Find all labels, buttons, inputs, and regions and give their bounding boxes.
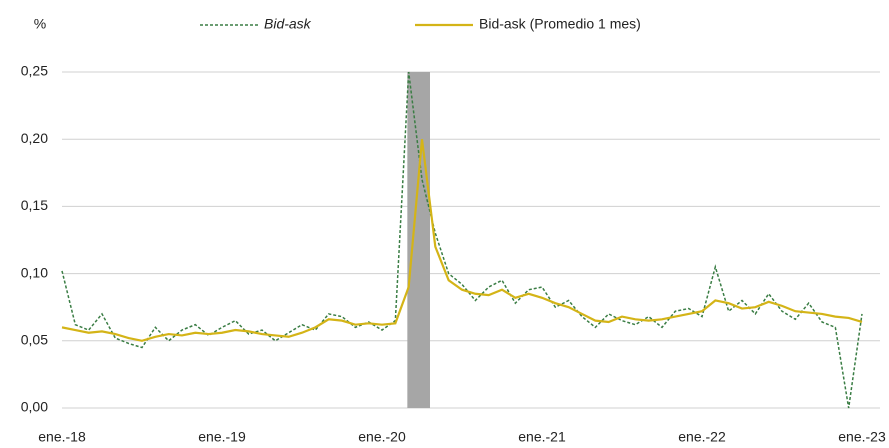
legend-label: Bid-ask (Promedio 1 mes) [479,16,641,32]
x-tick-label: ene.-18 [38,429,86,445]
y-tick-label: 0,25 [21,63,48,79]
y-tick-label: 0,10 [21,264,48,280]
y-tick-label: 0,05 [21,332,48,348]
x-tick-label: ene.-21 [518,429,566,445]
series-line [61,139,863,342]
shaded-period [407,72,430,408]
x-tick-label: ene.-19 [198,429,246,445]
x-tick-label: ene.-20 [358,429,406,445]
y-tick-label: 0,00 [21,399,48,415]
y-axis-label: % [34,16,46,32]
x-tick-label: ene.-22 [678,429,726,445]
y-tick-label: 0,15 [21,197,48,213]
series-line [61,71,863,409]
legend-label: Bid-ask [264,16,312,32]
y-tick-label: 0,20 [21,130,48,146]
x-tick-label: ene.-23 [838,429,886,445]
